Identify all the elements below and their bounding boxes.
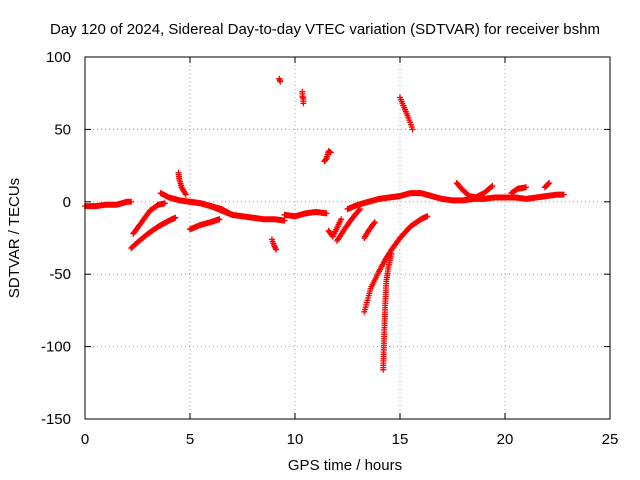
data-point-markers [187, 198, 288, 224]
x-tick-label: 25 [602, 431, 619, 448]
series-spike-15.2 [397, 94, 416, 133]
data-point-markers [281, 208, 330, 220]
y-tick-label: 0 [63, 194, 71, 211]
data-point-markers [361, 219, 378, 241]
series-arc-20.4 [508, 184, 529, 197]
series-cluster-11.8 [325, 216, 345, 240]
data-point-markers [380, 250, 395, 373]
series-arc-13.5 [361, 219, 378, 241]
series-spike-10.4 [299, 88, 307, 107]
series-spike-4.4 [175, 169, 189, 198]
series-spike-9.3 [276, 75, 284, 85]
y-tick-label: -100 [41, 339, 71, 356]
series-arc-2a [128, 214, 179, 252]
series-baseline-4 [281, 208, 330, 220]
data-point-markers [344, 190, 424, 212]
y-tick-label: -150 [41, 411, 71, 428]
series-baseline-5 [344, 190, 424, 212]
series-spike-22 [541, 180, 553, 191]
series-arc-2b [130, 200, 168, 237]
series-arc-17.7 [453, 180, 496, 201]
plot-frame [84, 56, 611, 420]
x-tick-label: 5 [186, 431, 194, 448]
x-tick-label: 15 [392, 431, 409, 448]
x-tick-label: 20 [497, 431, 514, 448]
y-tick-label: 50 [54, 121, 71, 138]
y-tick-label: -50 [49, 266, 71, 283]
series-arc-12.5 [334, 206, 364, 244]
data-point-markers [361, 213, 431, 315]
data-series [82, 75, 567, 373]
y-axis-title: SDTVAR / TECUs [6, 178, 23, 298]
x-tick-label: 10 [287, 431, 304, 448]
series-plunge-13.3 [361, 213, 431, 315]
data-point-markers [130, 200, 168, 237]
series-plunge-14.3 [380, 250, 395, 373]
series-arc-9 [268, 236, 280, 253]
data-point-markers [299, 88, 307, 107]
axis-ticks: 0 5 10 15 20 25 -150 -100 -50 0 50 100 [41, 49, 618, 448]
y-tick-label: 100 [46, 49, 71, 66]
x-tick-label: 0 [81, 431, 89, 448]
data-point-markers [418, 190, 567, 204]
x-axis-title: GPS time / hours [288, 457, 402, 474]
data-point-markers [321, 148, 334, 165]
data-point-markers [397, 94, 416, 133]
data-point-markers [268, 236, 280, 253]
data-point-markers [453, 180, 496, 201]
data-point-markers [325, 216, 345, 240]
data-point-markers [508, 184, 529, 197]
series-arc-5 [187, 216, 223, 233]
data-point-markers [175, 169, 189, 198]
data-point-markers [276, 75, 284, 85]
data-point-markers [187, 216, 223, 233]
data-point-markers [334, 206, 364, 244]
data-point-markers [128, 214, 179, 252]
series-spike-11.5 [321, 148, 334, 165]
chart-title: Day 120 of 2024, Sidereal Day-to-day VTE… [50, 21, 600, 38]
series-baseline-6 [418, 190, 567, 204]
data-point-markers [541, 180, 553, 191]
series-baseline-3 [187, 198, 288, 224]
